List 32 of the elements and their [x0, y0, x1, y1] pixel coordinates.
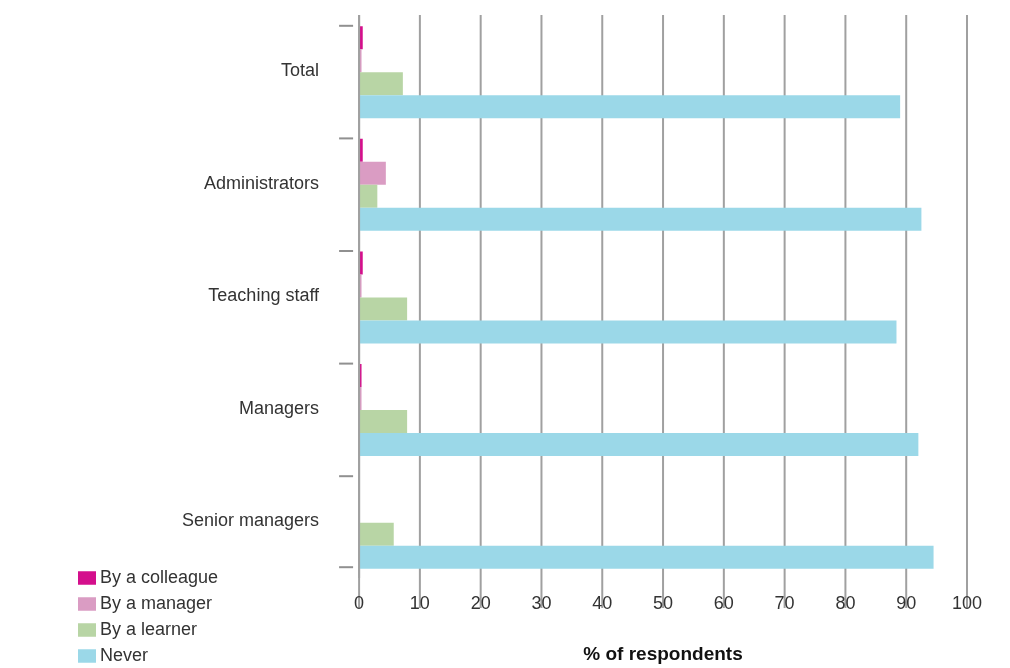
bar [359, 207, 922, 231]
legend-label: Never [100, 645, 149, 665]
y-tick-label: Senior managers [182, 510, 320, 531]
y-tick-label: Administrators [204, 172, 320, 193]
bar [359, 545, 934, 569]
bar [359, 320, 897, 344]
bar [359, 184, 378, 208]
x-tick-label: 0 [354, 592, 365, 613]
x-tick-label: 30 [531, 592, 552, 613]
bar [359, 410, 408, 434]
bar [359, 433, 919, 457]
legend-label: By a learner [100, 619, 198, 639]
y-tick-label: Managers [239, 397, 320, 418]
x-tick-label: 20 [470, 592, 491, 613]
x-tick-label: 90 [896, 592, 917, 613]
legend-label: By a manager [100, 593, 213, 613]
bar [359, 522, 394, 546]
y-tick-label: Teaching staff [208, 285, 321, 306]
x-tick-label: 40 [592, 592, 613, 613]
bar [359, 72, 403, 96]
x-tick-label: 100 [951, 592, 983, 613]
y-tick-label: Total [281, 60, 320, 81]
x-tick-label: 10 [409, 592, 430, 613]
bar [359, 297, 408, 321]
bar [359, 95, 901, 119]
x-tick-label: 80 [835, 592, 856, 613]
x-axis-title: % of respondents [583, 643, 743, 664]
bar [359, 161, 386, 185]
x-tick-label: 60 [713, 592, 734, 613]
x-tick-label: 50 [653, 592, 674, 613]
x-tick-label: 70 [774, 592, 795, 613]
legend-label: By a colleague [100, 567, 219, 587]
